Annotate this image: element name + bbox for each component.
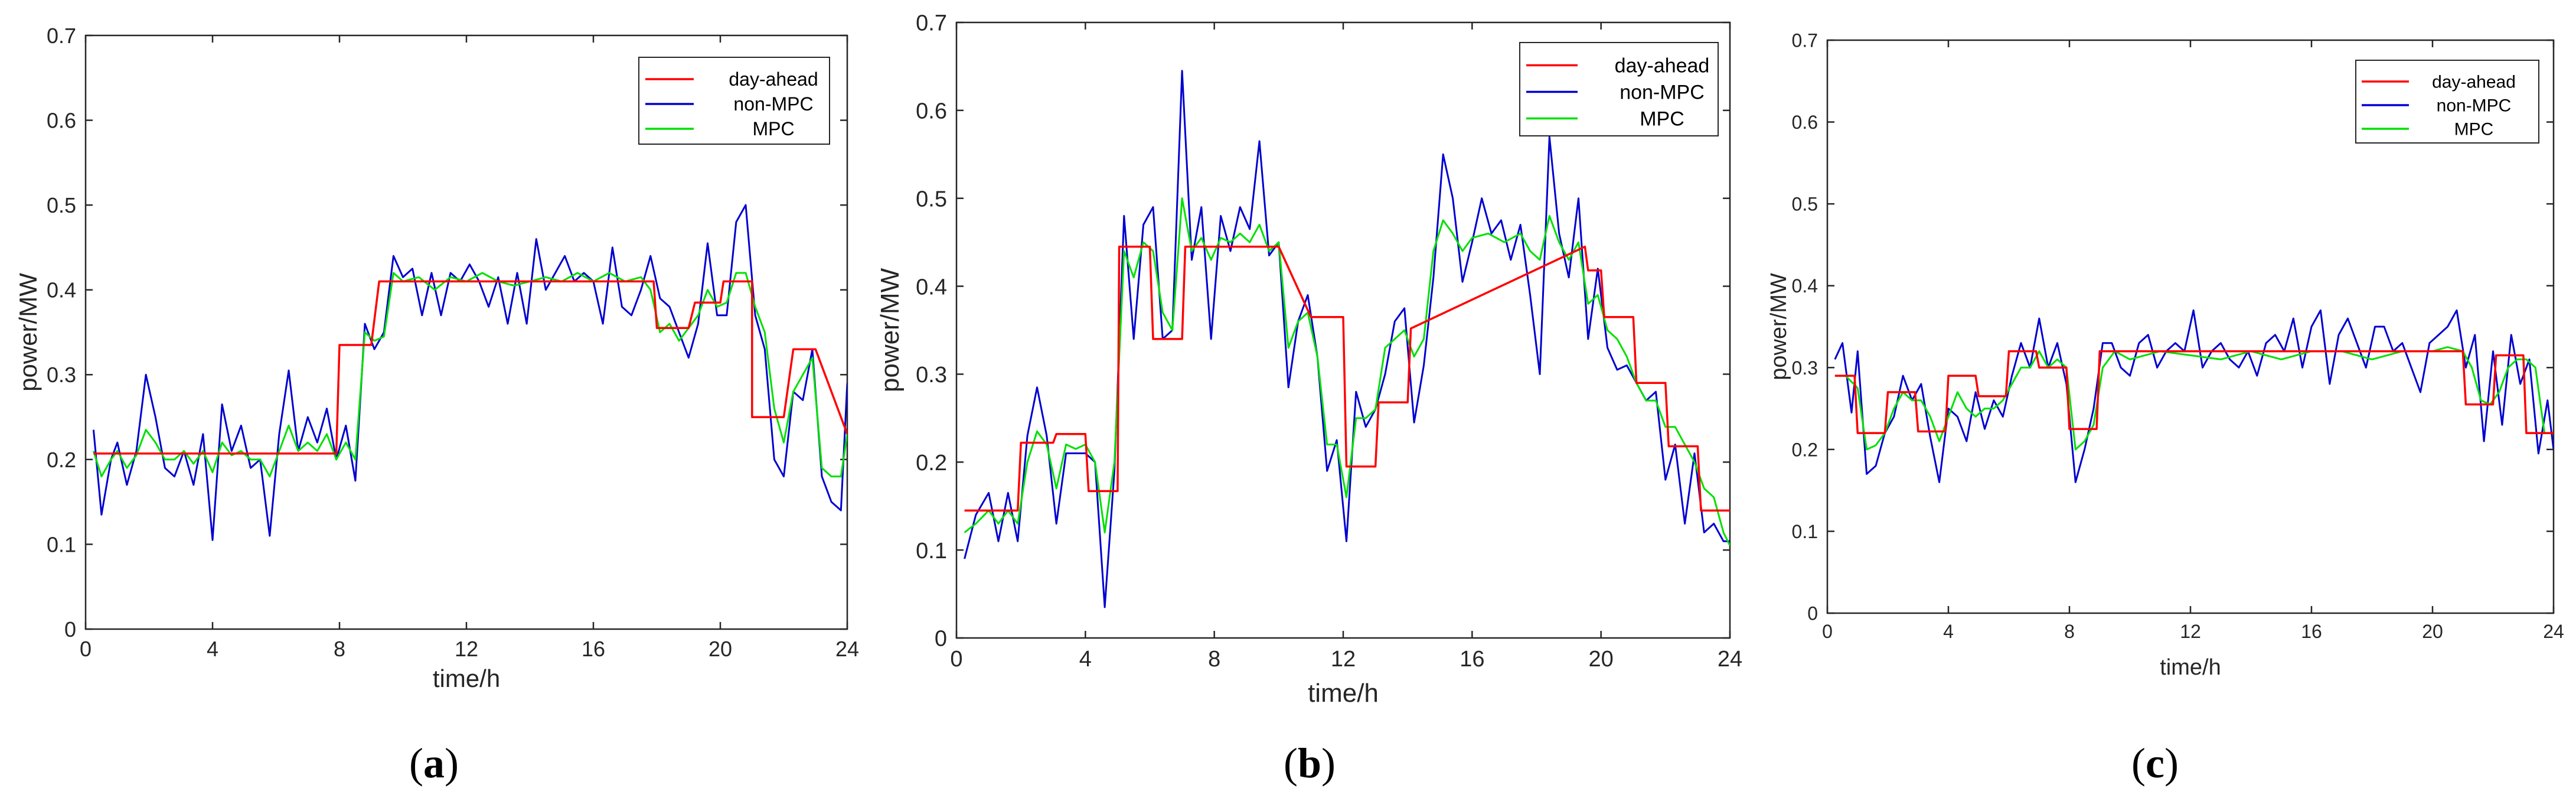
chart-panel-a: 0 0.1 0.2 0.3 0.4 0.5 0.6 0.7 0 4 8 12 16 20 24 time/h p… [14,24,859,787]
y-axis-label: power/MW [876,268,905,392]
x-axis-label: time/h [2160,655,2221,680]
y-tick-label: 0 [935,627,947,652]
series-line-non-mpc [1834,309,2554,483]
panel-caption: (c) [2131,740,2179,787]
x-tick-label: 4 [1079,647,1092,672]
x-tick-label: 8 [334,637,345,661]
y-tick-label: 0.4 [1792,275,1818,297]
x-tick-label: 16 [1460,647,1484,672]
y-axis-label: power/MW [1767,273,1791,380]
chart-panel-c: 0 0.1 0.2 0.3 0.4 0.5 0.6 0.7 0 4 8 12 16 20 24 time/h p… [1767,30,2564,787]
legend-entry: day-ahead [1615,54,1710,77]
x-tick-label: 8 [1208,647,1220,672]
y-tick-label: 0.4 [47,278,76,302]
legend-entry: non-MPC [733,93,813,115]
series-line-day-ahead [93,280,847,455]
y-tick-label: 0.5 [916,187,947,211]
panel-caption: (b) [1284,740,1336,787]
legend-entry: MPC [2454,120,2494,139]
x-tick-label: 24 [1718,647,1742,672]
y-axis-label: power/MW [14,273,42,392]
series-line-mpc [1834,346,2554,451]
x-tick-label: 24 [835,637,859,661]
y-tick-label: 0.3 [47,363,76,387]
x-tick-label: 20 [1589,647,1614,672]
x-tick-label: 12 [1331,647,1356,672]
y-tick-label: 0 [64,617,76,642]
y-tick-label: 0 [1807,603,1818,624]
y-tick-label: 0.6 [916,99,947,124]
legend: day-ahead non-MPC MPC [2355,60,2539,144]
x-tick-label: 16 [2301,621,2322,642]
x-tick-label: 0 [1822,621,1833,642]
y-tick-label: 0.1 [47,532,76,556]
legend-entry: MPC [752,118,794,139]
x-tick-label: 0 [80,637,92,661]
x-tick-label: 4 [207,637,218,661]
legend: day-ahead non-MPC MPC [1519,42,1719,136]
x-tick-label: 20 [709,637,732,661]
y-tick-label: 0.6 [47,109,76,133]
x-tick-label: 8 [2064,621,2075,642]
y-tick-label: 0.2 [47,448,76,472]
y-tick-label: 0.2 [916,451,947,476]
legend-box [1519,42,1719,136]
series-line-mpc [92,272,847,478]
y-tick-label: 0.6 [1792,112,1818,133]
y-tick-label: 0.4 [916,275,947,299]
y-tick-label: 0.1 [1792,521,1818,542]
y-tick-label: 0.5 [1792,194,1818,215]
x-axis-label: time/h [1308,679,1379,708]
x-tick-label: 24 [2543,621,2564,642]
x-tick-label: 12 [2180,621,2201,642]
series-line-day-ahead [1834,350,2554,434]
x-tick-label: 12 [455,637,478,661]
series-line-non-mpc [92,204,847,541]
x-tick-label: 16 [582,637,605,661]
chart-panel-b: 0 0.1 0.2 0.3 0.4 0.5 0.6 0.7 0 4 8 12 16 20 24 time/h p… [876,11,1742,787]
x-tick-label: 0 [950,647,962,672]
legend-entry: non-MPC [1620,81,1705,103]
legend-entry: day-ahead [729,69,818,90]
y-tick-label: 0.7 [47,24,76,48]
legend: day-ahead non-MPC MPC [638,57,830,145]
y-tick-label: 0.3 [916,363,947,388]
y-tick-label: 0.7 [916,11,947,36]
x-tick-label: 20 [2422,621,2443,642]
series-line-day-ahead [964,245,1730,512]
legend-entry: MPC [1640,108,1684,130]
y-tick-label: 0.1 [916,539,947,564]
x-tick-label: 4 [1943,621,1954,642]
y-tick-label: 0.2 [1792,439,1818,460]
panel-caption: (a) [409,740,459,787]
y-tick-label: 0.5 [47,193,76,217]
y-tick-label: 0.3 [1792,357,1818,379]
legend-entry: day-ahead [2432,73,2516,92]
x-axis-label: time/h [433,665,500,692]
y-tick-label: 0.7 [1792,30,1818,51]
legend-entry: non-MPC [2437,96,2512,116]
series-line-mpc [964,197,1730,546]
